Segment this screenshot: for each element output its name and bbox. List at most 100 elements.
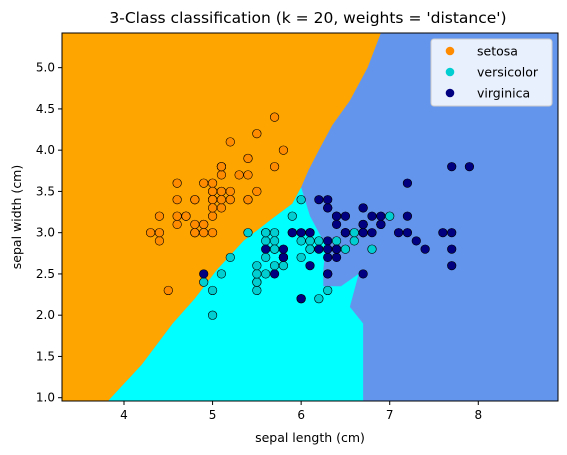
point-virginica [305, 228, 315, 238]
point-versicolor [261, 228, 271, 238]
point-virginica [323, 252, 333, 263]
point-setosa [172, 211, 182, 221]
point-versicolor [296, 236, 306, 246]
y-tick-label: 4.0 [36, 143, 55, 157]
point-versicolor [314, 236, 324, 246]
legend-box [430, 38, 553, 107]
point-setosa [207, 203, 218, 213]
point-virginica [331, 244, 342, 254]
point-setosa [216, 186, 227, 197]
point-setosa [216, 203, 227, 213]
point-setosa [154, 211, 165, 221]
point-virginica [314, 195, 324, 205]
point-versicolor [243, 228, 253, 238]
point-setosa [163, 285, 173, 296]
point-versicolor [261, 269, 271, 279]
point-setosa [190, 219, 200, 230]
point-virginica [278, 252, 289, 263]
point-versicolor [225, 252, 235, 263]
point-setosa [199, 228, 209, 238]
point-setosa [269, 112, 280, 122]
legend: setosa versicolor virginica [430, 38, 553, 107]
point-virginica [358, 228, 368, 238]
point-virginica [420, 244, 430, 254]
point-virginica [340, 211, 351, 221]
point-virginica [261, 244, 271, 254]
point-versicolor [269, 236, 280, 246]
point-virginica [331, 219, 342, 230]
point-versicolor [349, 236, 359, 246]
point-versicolor [252, 277, 262, 287]
point-versicolor [269, 228, 280, 238]
point-versicolor [296, 195, 306, 205]
point-virginica [402, 178, 413, 188]
point-virginica [447, 228, 457, 238]
point-setosa [216, 162, 227, 172]
point-virginica [340, 228, 351, 238]
point-versicolor [349, 228, 359, 238]
scatter-points [145, 112, 475, 320]
point-virginica [331, 252, 342, 263]
y-tick-label: 2.5 [36, 267, 55, 281]
point-setosa [172, 219, 182, 230]
x-axis: 4 5 6 7 8 [120, 401, 482, 422]
point-virginica [199, 269, 209, 279]
point-versicolor [207, 310, 218, 320]
y-tick-label: 3.5 [36, 184, 55, 198]
point-setosa [207, 211, 218, 221]
region-setosa [62, 33, 381, 401]
point-virginica [402, 228, 413, 238]
point-setosa [172, 178, 182, 188]
point-virginica [296, 228, 306, 238]
x-tick-label: 5 [209, 408, 217, 422]
point-virginica [376, 219, 386, 230]
point-setosa [207, 195, 218, 205]
point-setosa [199, 178, 209, 188]
point-setosa [225, 186, 235, 197]
point-setosa [154, 228, 165, 238]
point-versicolor [261, 252, 271, 263]
point-virginica [296, 294, 306, 304]
point-versicolor [305, 244, 315, 254]
point-virginica [314, 244, 324, 254]
point-virginica [269, 269, 280, 279]
point-versicolor [340, 244, 351, 254]
point-versicolor [216, 269, 227, 279]
point-virginica [358, 219, 368, 230]
point-setosa [243, 195, 253, 205]
point-setosa [190, 195, 200, 205]
point-setosa [216, 170, 227, 180]
point-versicolor [287, 211, 297, 221]
legend-marker-versicolor [445, 67, 455, 77]
point-setosa [181, 211, 191, 221]
point-versicolor [331, 236, 342, 246]
point-virginica [323, 236, 333, 246]
point-setosa [243, 170, 253, 180]
point-versicolor [252, 261, 262, 271]
point-versicolor [199, 277, 209, 287]
point-versicolor [305, 236, 315, 246]
legend-label-versicolor: versicolor [477, 65, 539, 80]
point-versicolor [269, 261, 280, 271]
y-tick-label: 5.0 [36, 61, 55, 75]
point-virginica [367, 211, 377, 221]
point-setosa [145, 228, 156, 238]
point-setosa [190, 228, 200, 238]
point-setosa [278, 145, 289, 155]
x-tick-label: 7 [386, 408, 394, 422]
y-axis: 1.0 1.5 2.0 2.5 3.0 3.5 4.0 4.5 5.0 [36, 61, 62, 405]
point-virginica [376, 211, 386, 221]
point-virginica [358, 269, 368, 279]
y-tick-label: 3.0 [36, 226, 55, 240]
point-virginica [323, 244, 333, 254]
point-virginica [323, 195, 333, 205]
point-virginica [278, 244, 289, 254]
point-versicolor [385, 211, 395, 221]
point-virginica [411, 236, 421, 246]
point-virginica [287, 228, 297, 238]
point-virginica [438, 228, 448, 238]
legend-label-setosa: setosa [477, 44, 518, 59]
y-tick-label: 2.0 [36, 308, 55, 322]
point-setosa [154, 236, 165, 246]
